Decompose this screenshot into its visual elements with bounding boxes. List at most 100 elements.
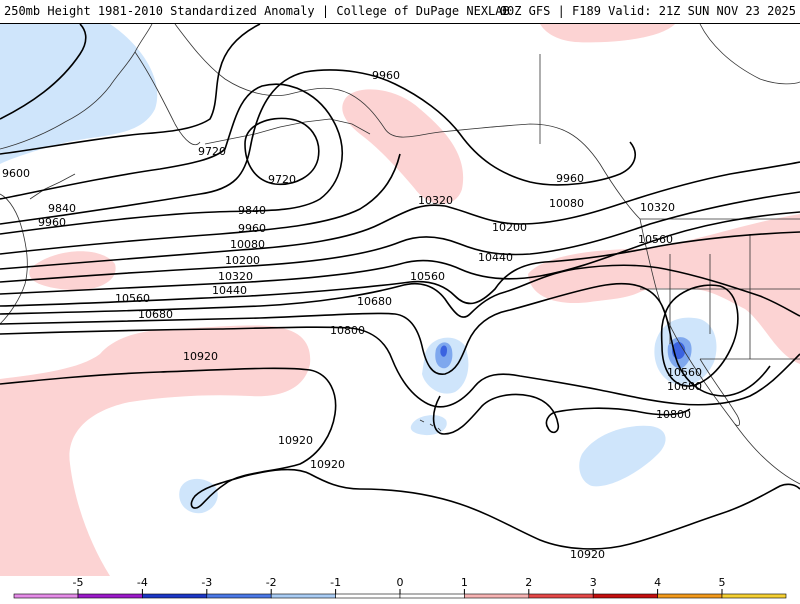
colorbar-tick-4: -1 xyxy=(330,576,341,589)
model-run-info: 00Z GFS | F189 Valid: 21Z SUN NOV 23 202… xyxy=(499,4,796,18)
negative-anomaly-south-central xyxy=(579,425,666,487)
label-9840-west: 9840 xyxy=(48,202,76,215)
colorbar-tick-5: 0 xyxy=(397,576,404,589)
negative-anomaly-south-west xyxy=(179,478,218,514)
kurils xyxy=(29,173,76,200)
label-9720-low: 9720 xyxy=(268,173,296,186)
contour-labels: 9960 9720 9720 9600 9840 9960 9840 9960 … xyxy=(2,69,702,561)
colorbar-tick-10: 5 xyxy=(719,576,726,589)
label-10680-center: 10680 xyxy=(357,295,392,308)
negative-anomaly-nw xyxy=(0,24,158,164)
colorbar-segment-8 xyxy=(528,593,594,599)
label-10560-center: 10560 xyxy=(410,270,445,283)
label-10440-center: 10440 xyxy=(212,284,247,297)
colorbar-tick-3: -2 xyxy=(266,576,277,589)
aleutians xyxy=(204,118,371,145)
contour-9600 xyxy=(0,24,87,120)
alaska-coastline xyxy=(174,24,641,220)
label-10800-center: 10800 xyxy=(330,324,365,337)
colorbar-graphic: -5 -4 -3 -2 -1 0 1 2 3 4 5 xyxy=(13,576,787,599)
weather-map: 9960 9720 9720 9600 9840 9960 9840 9960 … xyxy=(0,24,800,576)
colorbar-segment-11 xyxy=(721,593,787,599)
label-10560-west: 10560 xyxy=(115,292,150,305)
label-10080-center: 10080 xyxy=(230,238,265,251)
contour-10560-low xyxy=(660,284,739,387)
colorbar-tick-6: 1 xyxy=(461,576,468,589)
contour-9960-b xyxy=(0,153,401,255)
label-10560-low: 10560 xyxy=(667,366,702,379)
contour-10560-main xyxy=(0,264,800,318)
label-10080-east: 10080 xyxy=(549,197,584,210)
positive-anomaly-southwest xyxy=(0,325,311,576)
colorbar-segments xyxy=(13,593,787,599)
colorbar-segment-5 xyxy=(335,593,401,599)
contour-10200 xyxy=(0,191,800,283)
label-10440-east: 10440 xyxy=(478,251,513,264)
label-9840-center: 9840 xyxy=(238,204,266,217)
contour-9720-west xyxy=(0,24,261,155)
contour-10440 xyxy=(0,231,800,307)
anomaly-colorbar: -5 -4 -3 -2 -1 0 1 2 3 4 5 xyxy=(0,576,800,600)
label-9720-west: 9720 xyxy=(198,145,226,158)
contour-9840 xyxy=(0,83,343,235)
japan-coastline xyxy=(0,193,28,325)
label-9960-center: 9960 xyxy=(238,222,266,235)
colorbar-tick-1: -4 xyxy=(137,576,148,589)
label-10560-east: 10560 xyxy=(638,233,673,246)
label-10320-center: 10320 xyxy=(218,270,253,283)
contour-10920-b xyxy=(309,473,800,550)
label-10680-low: 10680 xyxy=(667,380,702,393)
label-9600: 9600 xyxy=(2,167,30,180)
contour-10800 xyxy=(0,326,800,408)
colorbar-segment-9 xyxy=(592,593,658,599)
colorbar-segment-4 xyxy=(270,593,336,599)
label-10320-gulf: 10320 xyxy=(418,194,453,207)
coastlines xyxy=(0,24,800,485)
contour-10800-south xyxy=(432,393,691,435)
colorbar-tick-8: 3 xyxy=(590,576,597,589)
hudson-region xyxy=(699,24,800,85)
contour-10080 xyxy=(0,161,800,270)
asia-coastline xyxy=(0,24,153,150)
contour-9960-a xyxy=(0,69,636,225)
colorbar-segment-1 xyxy=(77,593,143,599)
label-10200-gulf: 10200 xyxy=(492,221,527,234)
negative-anomaly-central-center xyxy=(440,345,447,357)
label-9960-west: 9960 xyxy=(38,216,66,229)
height-contours xyxy=(0,24,800,550)
colorbar-segment-6 xyxy=(399,593,465,599)
colorbar-segment-10 xyxy=(657,593,723,599)
colorbar-segment-7 xyxy=(464,593,530,599)
contour-10680 xyxy=(0,282,771,397)
colorbar-tick-7: 2 xyxy=(525,576,532,589)
label-9960-east: 9960 xyxy=(556,172,584,185)
state-lines xyxy=(640,234,800,359)
positive-anomaly-gulf xyxy=(342,89,464,204)
negative-anomaly-hawaii xyxy=(410,415,447,436)
positive-anomaly-ne xyxy=(540,24,675,43)
mexico-coast xyxy=(759,453,800,485)
kamchatka-coastline xyxy=(134,51,201,146)
colorbar-segment-2 xyxy=(142,593,208,599)
label-9960-north: 9960 xyxy=(372,69,400,82)
colorbar-tick-labels: -5 -4 -3 -2 -1 0 1 2 3 4 5 xyxy=(73,576,726,594)
label-10920-west: 10920 xyxy=(183,350,218,363)
product-title: 250mb Height 1981-2010 Standardized Anom… xyxy=(4,4,510,18)
colorbar-tick-2: -3 xyxy=(201,576,212,589)
colorbar-segment-0 xyxy=(13,593,79,599)
colorbar-segment-3 xyxy=(206,593,272,599)
contour-10920-a xyxy=(0,367,337,509)
title-bar: 250mb Height 1981-2010 Standardized Anom… xyxy=(0,0,800,24)
label-10200-center: 10200 xyxy=(225,254,260,267)
label-10680-west: 10680 xyxy=(138,308,173,321)
contour-10320 xyxy=(0,211,800,295)
label-10320-east: 10320 xyxy=(640,201,675,214)
positive-anomaly-east-pacific xyxy=(528,214,800,364)
colorbar-tick-0: -5 xyxy=(73,576,84,589)
contour-9720-low xyxy=(244,117,320,185)
colorbar-tick-9: 4 xyxy=(654,576,661,589)
label-10920-south-b: 10920 xyxy=(310,458,345,471)
label-10800-east: 10800 xyxy=(656,408,691,421)
hawaii-islands xyxy=(419,419,442,432)
